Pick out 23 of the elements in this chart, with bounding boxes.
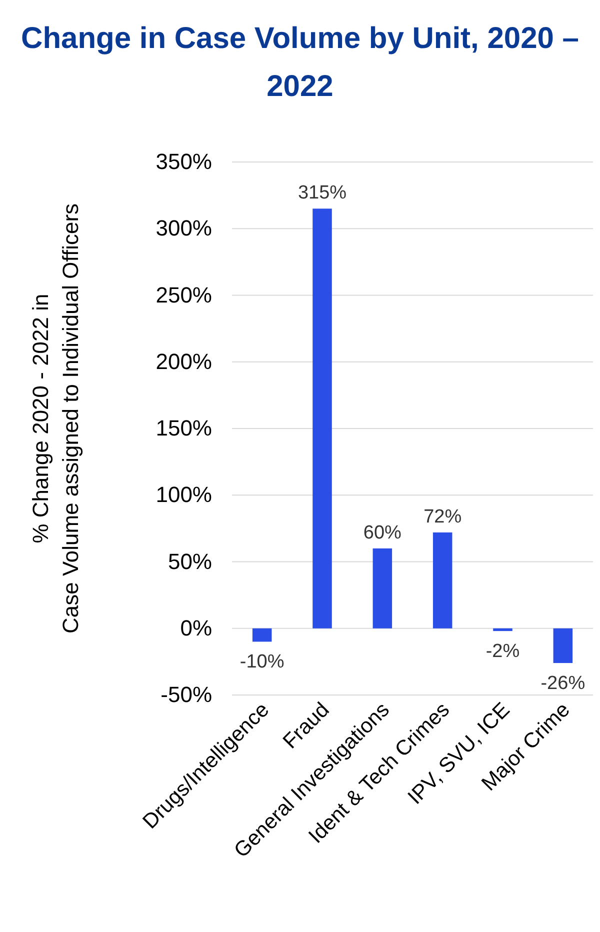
data-label: -26% (540, 673, 586, 694)
data-label: 72% (424, 506, 462, 528)
data-label: -10% (240, 652, 284, 673)
data-label: 60% (363, 522, 402, 544)
y-tick-label: 300% (156, 216, 212, 241)
bar (312, 208, 332, 628)
y-axis-title: % Change 2020 - 2022 in Case Volume assigned to Individual Officers (28, 203, 83, 634)
y-tick-label: 0% (180, 615, 212, 640)
y-tick-label: 200% (156, 348, 212, 374)
y-tick-label: -50% (160, 682, 212, 708)
bar (553, 628, 573, 664)
data-label: 315% (298, 182, 347, 204)
y-tick-label: 350% (156, 149, 212, 174)
y-tick-label: 100% (156, 482, 212, 508)
y-tick-label: 250% (156, 282, 212, 308)
bar (372, 548, 392, 628)
y-tick-label: 50% (168, 548, 212, 574)
data-label: -2% (486, 641, 520, 662)
chart-title: Change in Case Volume by Unit, 2020 – 2022 (21, 22, 579, 103)
bar (493, 628, 512, 632)
bar (432, 532, 452, 628)
bar (252, 628, 272, 642)
y-tick-label: 150% (156, 416, 212, 441)
